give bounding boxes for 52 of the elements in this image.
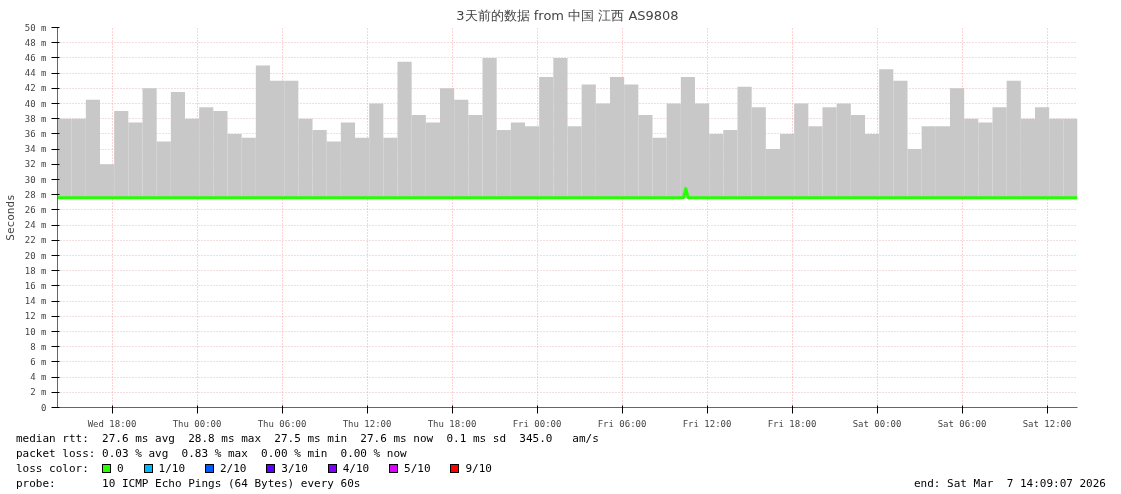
legend-label: 0 [117,462,124,475]
y-tick-label: 50 m [24,22,47,33]
y-tick-label: 34 m [24,144,47,155]
x-tick-label: Thu 00:00 [172,418,222,429]
legend-label: 4/10 [342,462,370,475]
x-tick-label: Sat 06:00 [937,418,987,429]
text: end: Sat Mar 7 14:09:07 2026 [913,476,1106,491]
y-tick-label: 22 m [24,235,47,246]
y-tick-label: 28 m [24,189,47,200]
x-tick-label: Thu 18:00 [427,418,477,429]
text: probe: 10 ICMP Echo Pings (64 Bytes) every 60s [16,476,361,491]
y-axis-title: Seconds [3,194,17,241]
legend-label: 9/10 [465,462,492,475]
y-tick-label: 46 m [24,52,47,63]
x-tick-label: Sat 12:00 [1022,418,1072,429]
chart-title: 3天前的数据 from 中国 江西 AS9808 [456,7,679,23]
text: median rtt: 27.6 ms avg 28.8 ms max 27.5 ms min 27.6 ms now 0.1 ms sd 345.0 am/s [16,431,600,446]
x-tick-label: Thu 06:00 [257,418,307,429]
y-tick-label: 4 m [30,372,47,383]
x-tick-label: Sat 00:00 [852,418,902,429]
y-tick-label: 40 m [24,98,47,109]
y-tick-label: 6 m [30,356,47,367]
y-tick-label: 10 m [24,326,47,337]
y-tick-label: 14 m [24,296,47,307]
y-tick-label: 42 m [24,83,47,94]
y-tick-label: 12 m [24,311,47,322]
legend-label: 5/10 [404,462,431,475]
text: packet loss: 0.03 % avg 0.83 % max 0.00 % min 0.00 % now [16,446,408,461]
y-tick-label: 8 m [30,341,47,352]
x-tick-label: Fri 18:00 [767,418,817,429]
y-tick-label: 20 m [24,250,47,261]
x-tick-label: Fri 00:00 [512,418,562,429]
legend-label: 2/10 [219,462,247,475]
x-tick-label: Thu 12:00 [342,418,392,429]
y-tick-label: 48 m [24,37,47,48]
y-tick-label: 26 m [24,204,47,215]
y-tick-label: 24 m [24,220,47,231]
legend-label: 3/10 [281,462,308,475]
y-tick-label: 36 m [24,128,47,139]
legend-title: loss color: [16,462,89,475]
y-tick-label: 16 m [24,280,47,291]
y-tick-label: 44 m [24,68,47,79]
y-tick-label: 30 m [24,174,47,185]
y-tick-label: 18 m [24,265,47,276]
x-tick-label: Wed 18:00 [87,418,137,429]
x-tick-label: Fri 12:00 [682,418,732,429]
y-tick-label: 32 m [24,159,47,170]
x-tick-label: Fri 06:00 [597,418,647,429]
legend-label: 1/10 [158,462,186,475]
y-tick-label: 0 [41,402,47,413]
y-tick-label: 2 m [30,387,47,398]
y-tick-label: 38 m [24,113,47,124]
